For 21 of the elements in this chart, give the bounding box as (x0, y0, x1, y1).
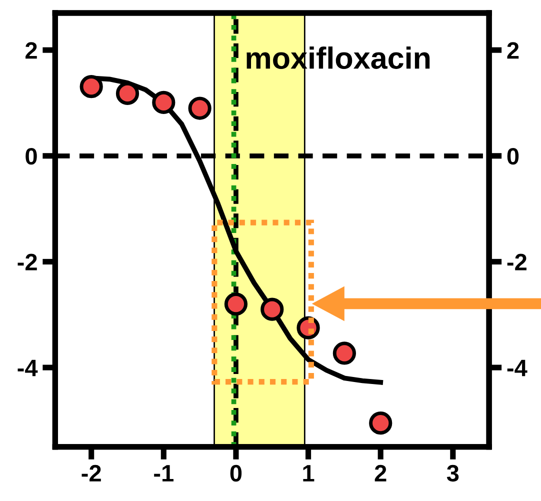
y2-tick-label: 0 (507, 148, 519, 165)
y-tick-label: 0 (26, 148, 37, 165)
y2-tick-label: -2 (507, 254, 526, 270)
x-tick-label: 3 (446, 464, 459, 482)
y-tick-label: -2 (18, 254, 37, 270)
point (224, 292, 248, 316)
y2-tick-label: -4 (507, 360, 528, 376)
point (332, 342, 356, 365)
x-tick-label: -2 (82, 464, 101, 482)
point (152, 90, 176, 114)
x-tick-label: 0 (230, 464, 242, 482)
point (188, 96, 212, 120)
point (80, 75, 103, 98)
point (369, 412, 392, 435)
point (260, 298, 284, 321)
y-tick-label: 2 (26, 42, 37, 59)
y2-tick-label: 2 (507, 42, 519, 59)
x-tick-label: 1 (303, 465, 314, 482)
x-tick-label: -1 (154, 465, 174, 482)
x-tick-label: 2 (374, 464, 386, 482)
y-tick-label: -4 (18, 360, 38, 376)
